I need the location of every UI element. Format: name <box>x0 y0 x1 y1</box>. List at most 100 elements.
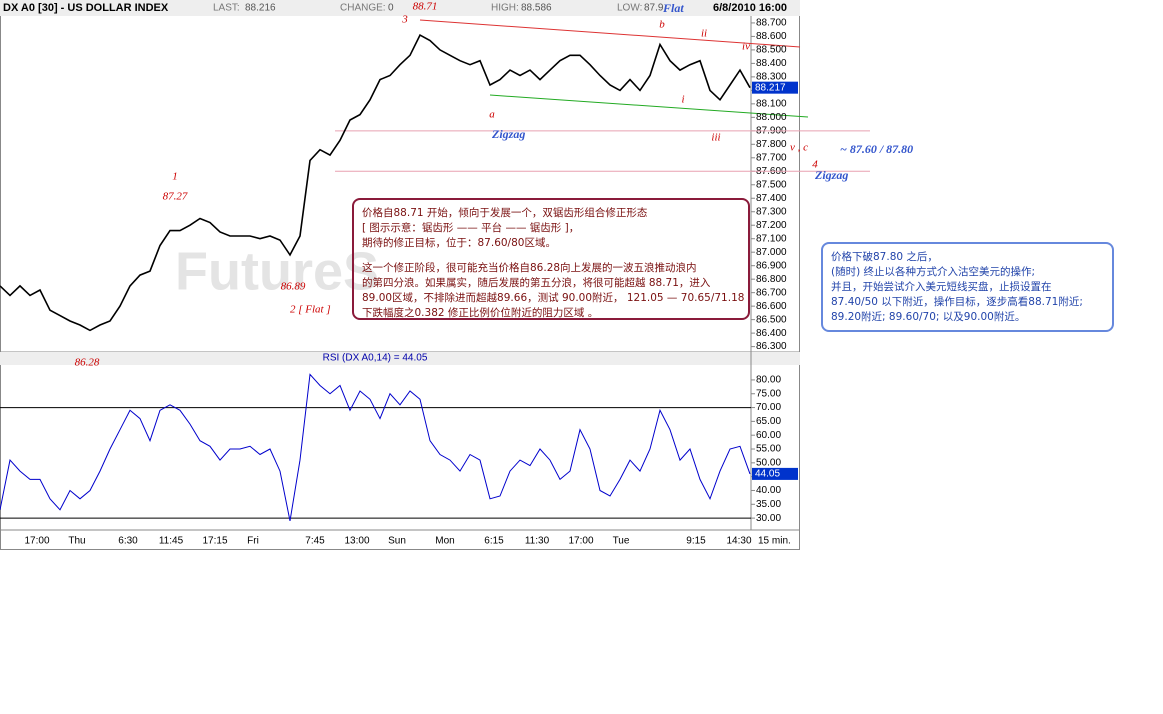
y-tick-label: 88.400 <box>756 58 787 69</box>
wave-annotation: 3 <box>401 14 408 26</box>
rsi-header-bar <box>0 352 800 365</box>
wave-annotation: b <box>659 19 665 31</box>
x-tick-label: 17:00 <box>568 536 593 547</box>
price-line <box>0 373 751 521</box>
x-tick-label: 9:15 <box>686 536 706 547</box>
y-tick-label: 86.700 <box>756 287 787 298</box>
wave-annotation: 86.89 <box>281 281 306 293</box>
y-tick-label: 88.600 <box>756 31 787 42</box>
frame <box>0 0 800 550</box>
y-tick-label: 87.100 <box>756 233 787 244</box>
wave-annotation: iii <box>711 132 720 144</box>
last-tag: 88.217 <box>755 82 786 93</box>
y-tick-label: 80.00 <box>756 375 781 386</box>
y-tick-label: 87.400 <box>756 193 787 204</box>
x-tick-label: 14:30 <box>726 536 751 547</box>
strategy-note: 价格下破87.80 之后， (随时) 终止以各种方式介入沽空美元的操作; 并且，开始… <box>821 242 1114 332</box>
x-tick-label: Thu <box>68 536 85 547</box>
note-line: 价格下破87.80 之后， <box>831 251 938 263</box>
y-tick-label: 75.00 <box>756 388 781 399</box>
y-tick-label: 87.500 <box>756 179 787 190</box>
y-tick-label: 87.200 <box>756 220 787 231</box>
wave-annotation: ~ 87.60 / 87.80 <box>840 142 913 156</box>
low-label: LOW: <box>617 3 642 14</box>
note-line: 并且，开始尝试介入美元短线买盘，止损设置在 <box>831 281 1052 293</box>
y-tick-label: 87.800 <box>756 139 787 150</box>
x-tick-label: Mon <box>435 536 454 547</box>
wave-annotation: 2 [ Flat ] <box>290 304 331 316</box>
y-tick-label: 86.600 <box>756 301 787 312</box>
wave-annotation: 1 <box>172 171 178 183</box>
note-line: 的第四分浪。如果属实，随后发展的第五分浪，将很可能超越 88.71，进入 <box>362 277 711 289</box>
note-line: 价格自88.71 开始，倾向于发展一个，双锯齿形组合修正形态 <box>362 207 648 219</box>
y-tick-label: 87.000 <box>756 247 787 258</box>
wave-annotation: iv <box>742 41 750 53</box>
x-tick-label: 11:45 <box>159 536 184 547</box>
wave-annotation: 88.71 <box>413 1 438 13</box>
x-tick-label: 7:45 <box>305 536 325 547</box>
y-tick-label: 86.400 <box>756 328 787 339</box>
wave-annotation: 86.28 <box>75 357 100 369</box>
y-tick-label: 60.00 <box>756 430 781 441</box>
y-tick-label: 86.800 <box>756 274 787 285</box>
x-tick-label: Tue <box>613 536 630 547</box>
note-line: 下跌幅度之0.382 修正比例价位附近的阻力区域 。 <box>362 307 599 319</box>
header-bar <box>0 0 800 16</box>
x-tick-label: Sun <box>388 536 406 547</box>
note-line: 89.00区域，不排除进而超越89.66，测试 90.00附近， 121.05 … <box>362 292 745 304</box>
note-line: (随时) 终止以各种方式介入沽空美元的操作; <box>831 266 1036 278</box>
x-tick-label: 17:00 <box>24 536 49 547</box>
symbol: DX A0 [30] - US DOLLAR INDEX <box>3 2 169 14</box>
note-line: 89.20附近; 89.60/70; 以及90.00附近。 <box>831 311 1026 323</box>
x-tick-label: 6:30 <box>118 536 138 547</box>
wave-annotation: Zigzag <box>491 127 525 141</box>
y-tick-label: 70.00 <box>756 402 781 413</box>
y-tick-label: 35.00 <box>756 499 781 510</box>
y-tick-label: 87.300 <box>756 206 787 217</box>
last: 88.216 <box>245 3 276 14</box>
x-unit: 15 min. <box>758 536 791 547</box>
low: 87.9 <box>644 3 664 14</box>
last-tag: 44.05 <box>755 469 780 480</box>
y-tick-label: 88.500 <box>756 45 787 56</box>
resistance-trendline <box>419 19 801 48</box>
y-tick-label: 87.700 <box>756 152 787 163</box>
y-tick-label: 55.00 <box>756 444 781 455</box>
y-tick-label: 50.00 <box>756 457 781 468</box>
y-tick-label: 86.900 <box>756 260 787 271</box>
wave-annotation: 87.27 <box>163 191 188 203</box>
note-line: 这一个修正阶段，很可能充当价格自86.28向上发展的一波五浪推动浪内 <box>362 262 697 274</box>
last-tag-box <box>752 81 798 94</box>
y-tick-label: 30.00 <box>756 513 781 524</box>
y-tick-label: 88.300 <box>756 72 787 83</box>
y-tick-label: 86.500 <box>756 314 787 325</box>
rsi-title: RSI (DX A0,14) = 44.05 <box>323 353 428 364</box>
high-label: HIGH: <box>491 3 519 14</box>
wave-annotation: a <box>489 109 495 121</box>
change: 0 <box>388 3 394 14</box>
watermark: FutureS <box>175 241 379 301</box>
note-line: 87.40/50 以下附近，操作目标，逐步高看88.71附近; <box>831 296 1083 308</box>
support-trendline <box>489 94 809 118</box>
note-line: 期待的修正目标，位于：87.60/80区域。 <box>362 237 556 249</box>
y-tick-label: 88.000 <box>756 112 787 123</box>
note-line: [ 图示示意：锯齿形 —— 平台 —— 锯齿形 ]， <box>362 222 580 234</box>
x-tick-label: 11:30 <box>525 536 550 547</box>
y-tick-label: 88.700 <box>756 18 787 29</box>
last-label: LAST: <box>213 3 240 14</box>
change-label: CHANGE: <box>340 3 386 14</box>
y-tick-label: 86.300 <box>756 341 787 352</box>
wave-annotation: Flat <box>662 1 684 15</box>
datetime: 6/8/2010 16:00 <box>713 2 787 14</box>
x-tick-label: 17:15 <box>202 536 227 547</box>
y-tick-label: 88.100 <box>756 98 787 109</box>
x-tick-label: 13:00 <box>344 536 369 547</box>
x-tick-label: 6:15 <box>484 536 504 547</box>
price-line <box>0 34 751 332</box>
y-tick-label: 40.00 <box>756 485 781 496</box>
analysis-note: 价格自88.71 开始，倾向于发展一个，双锯齿形组合修正形态 [ 图示示意：锯齿形… <box>352 198 750 320</box>
wave-annotation: ii <box>701 28 707 40</box>
wave-annotation: v , c <box>790 142 808 154</box>
